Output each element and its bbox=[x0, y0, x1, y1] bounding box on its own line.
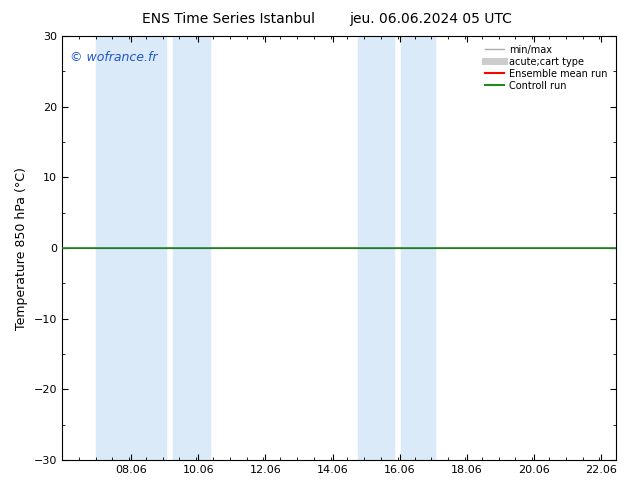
Text: © wofrance.fr: © wofrance.fr bbox=[70, 51, 158, 64]
Bar bbox=[358, 36, 394, 460]
Bar bbox=[173, 36, 210, 460]
Legend: min/max, acute;cart type, Ensemble mean run, Controll run: min/max, acute;cart type, Ensemble mean … bbox=[481, 41, 611, 95]
Text: jeu. 06.06.2024 05 UTC: jeu. 06.06.2024 05 UTC bbox=[350, 12, 512, 26]
Bar bbox=[96, 36, 166, 460]
Y-axis label: Temperature 850 hPa (°C): Temperature 850 hPa (°C) bbox=[15, 167, 28, 330]
Text: ENS Time Series Istanbul: ENS Time Series Istanbul bbox=[142, 12, 314, 26]
Bar bbox=[401, 36, 435, 460]
